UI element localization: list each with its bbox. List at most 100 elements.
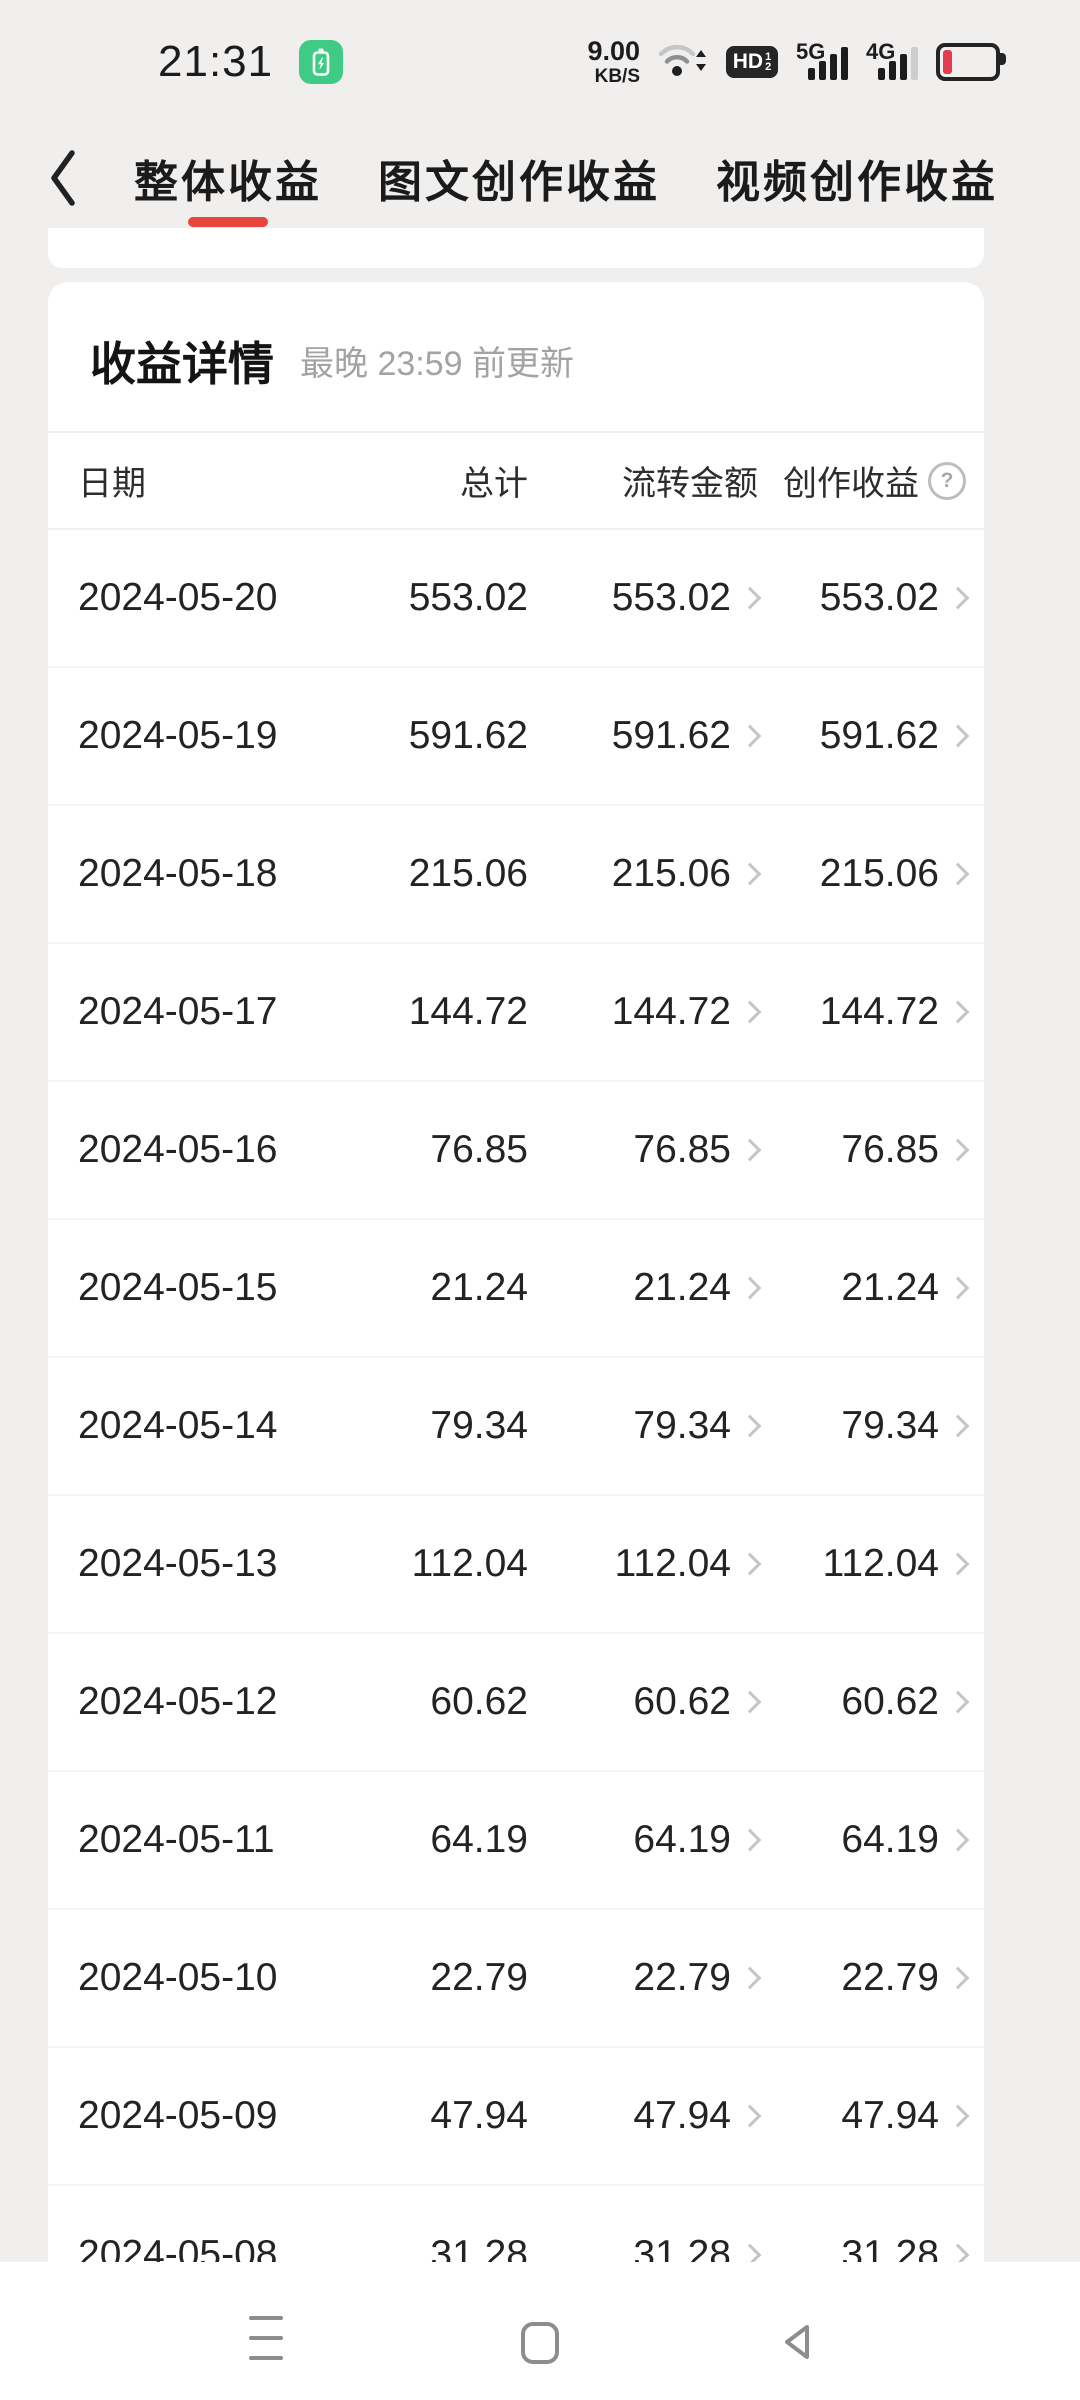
help-icon[interactable]: ? — [928, 461, 966, 500]
row-create-value: 553.02 — [819, 576, 939, 619]
table-row[interactable]: 2024-05-13 112.04 112.04 112.04 — [48, 1496, 984, 1634]
tab-overall-income[interactable]: 整体收益 — [134, 158, 322, 207]
chevron-right-icon — [946, 1414, 970, 1438]
row-flow-value: 64.19 — [633, 1818, 731, 1861]
row-total: 591.62 — [408, 714, 528, 757]
table-row[interactable]: 2024-05-11 64.19 64.19 64.19 — [48, 1772, 984, 1910]
nav-home-icon[interactable] — [521, 2322, 559, 2364]
row-create[interactable]: 79.34 — [758, 1404, 970, 1448]
row-flow[interactable]: 47.94 — [528, 2094, 762, 2138]
chevron-right-icon — [946, 1138, 970, 1162]
row-flow-value: 591.62 — [611, 714, 731, 757]
nav-back-icon[interactable] — [778, 2320, 814, 2369]
row-flow[interactable]: 60.62 — [528, 1680, 762, 1724]
row-flow[interactable]: 31.28 — [528, 2233, 762, 2262]
row-create-value: 112.04 — [822, 1542, 939, 1585]
back-button[interactable] — [48, 148, 78, 208]
table-header: 日期 总计 流转金额 创作收益 ? — [48, 433, 984, 530]
row-flow[interactable]: 64.19 — [528, 1818, 762, 1862]
col-header-create-label: 创作收益 — [783, 465, 919, 503]
card-subtitle: 最晚 23:59 前更新 — [300, 345, 574, 383]
table-row[interactable]: 2024-05-08 31.28 31.28 31.28 — [48, 2186, 984, 2262]
row-create-value: 79.34 — [841, 1404, 939, 1447]
row-create[interactable]: 21.24 — [758, 1266, 970, 1310]
row-create[interactable]: 215.06 — [758, 852, 970, 896]
table-row[interactable]: 2024-05-14 79.34 79.34 79.34 — [48, 1358, 984, 1496]
table-row[interactable]: 2024-05-09 47.94 47.94 47.94 — [48, 2048, 984, 2186]
row-flow[interactable]: 22.79 — [528, 1956, 762, 2000]
table-row[interactable]: 2024-05-10 22.79 22.79 22.79 — [48, 1910, 984, 2048]
row-total: 64.19 — [430, 1818, 528, 1861]
row-date: 2024-05-14 — [78, 1404, 278, 1447]
row-create-value: 47.94 — [841, 2094, 939, 2137]
chevron-right-icon — [946, 724, 970, 748]
table-row[interactable]: 2024-05-17 144.72 144.72 144.72 — [48, 944, 984, 1082]
row-create[interactable]: 591.62 — [758, 714, 970, 758]
row-create-value: 591.62 — [819, 714, 939, 757]
table-row[interactable]: 2024-05-20 553.02 553.02 553.02 — [48, 530, 984, 668]
row-flow-value: 21.24 — [633, 1266, 731, 1309]
chevron-right-icon — [946, 2243, 970, 2262]
row-date: 2024-05-17 — [78, 990, 278, 1033]
tab-article-income[interactable]: 图文创作收益 — [378, 158, 660, 207]
chevron-right-icon — [946, 1690, 970, 1714]
row-flow[interactable]: 112.04 — [528, 1542, 762, 1586]
status-bar-right: 9.00 KB/S HD 1 2 5G 4G — [587, 30, 1008, 94]
row-flow[interactable]: 553.02 — [528, 576, 762, 620]
row-flow[interactable]: 591.62 — [528, 714, 762, 758]
system-nav-bar — [0, 2262, 1080, 2400]
row-create[interactable]: 553.02 — [758, 576, 970, 620]
row-date: 2024-05-15 — [78, 1266, 278, 1309]
row-total: 21.24 — [430, 1266, 528, 1309]
row-create[interactable]: 31.28 — [758, 2233, 970, 2262]
col-header-total: 总计 — [460, 465, 528, 503]
row-flow-value: 553.02 — [611, 576, 731, 619]
signal-5g-label: 5G — [796, 39, 826, 64]
row-create[interactable]: 144.72 — [758, 990, 970, 1034]
row-flow[interactable]: 21.24 — [528, 1266, 762, 1310]
table-row[interactable]: 2024-05-16 76.85 76.85 76.85 — [48, 1082, 984, 1220]
row-create[interactable]: 76.85 — [758, 1128, 970, 1172]
row-flow-value: 60.62 — [633, 1680, 731, 1723]
row-date: 2024-05-08 — [78, 2233, 278, 2262]
card-title: 收益详情 — [90, 337, 274, 390]
table-row[interactable]: 2024-05-18 215.06 215.06 215.06 — [48, 806, 984, 944]
row-create-value: 60.62 — [841, 1680, 939, 1723]
table-row[interactable]: 2024-05-19 591.62 591.62 591.62 — [48, 668, 984, 806]
row-create[interactable]: 60.62 — [758, 1680, 970, 1724]
table-row[interactable]: 2024-05-15 21.24 21.24 21.24 — [48, 1220, 984, 1358]
battery-icon — [936, 43, 1006, 81]
row-date: 2024-05-09 — [78, 2094, 278, 2137]
row-create-value: 22.79 — [841, 1956, 939, 1999]
hd-sub: 2 — [765, 61, 772, 73]
row-date: 2024-05-18 — [78, 852, 278, 895]
row-total: 31.28 — [430, 2233, 528, 2262]
row-flow[interactable]: 144.72 — [528, 990, 762, 1034]
row-total: 112.04 — [411, 1542, 528, 1585]
hd-volte-icon: HD 1 2 — [726, 46, 778, 78]
wifi-icon — [658, 40, 708, 85]
table-row[interactable]: 2024-05-12 60.62 60.62 60.62 — [48, 1634, 984, 1772]
scrolled-card-bottom — [48, 228, 984, 268]
row-date: 2024-05-19 — [78, 714, 278, 757]
battery-saver-icon — [299, 40, 344, 84]
chevron-right-icon — [946, 586, 970, 610]
chevron-right-icon — [946, 862, 970, 886]
row-flow[interactable]: 215.06 — [528, 852, 762, 896]
row-create-value: 31.28 — [841, 2233, 939, 2262]
row-total: 215.06 — [408, 852, 528, 895]
network-speed-value: 9.00 — [587, 36, 640, 66]
row-flow[interactable]: 76.85 — [528, 1128, 762, 1172]
tab-video-income[interactable]: 视频创作收益 — [716, 158, 998, 207]
row-create[interactable]: 47.94 — [758, 2094, 970, 2138]
row-create[interactable]: 22.79 — [758, 1956, 970, 2000]
row-total: 76.85 — [430, 1128, 528, 1171]
active-tab-underline — [188, 217, 268, 227]
row-create-value: 76.85 — [841, 1128, 939, 1171]
row-create[interactable]: 112.04 — [758, 1542, 970, 1586]
chevron-right-icon — [946, 1552, 970, 1576]
row-create[interactable]: 64.19 — [758, 1818, 970, 1862]
nav-recents-icon[interactable] — [249, 2316, 283, 2360]
row-flow[interactable]: 79.34 — [528, 1404, 762, 1448]
